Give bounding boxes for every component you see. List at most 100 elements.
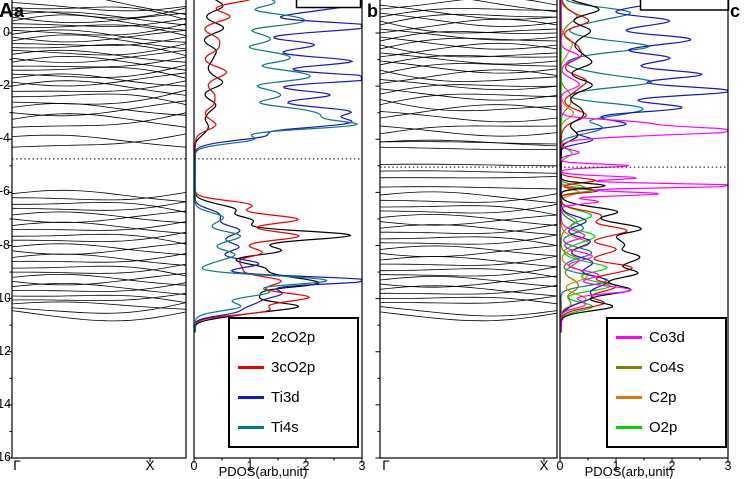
band-line-a bbox=[11, 49, 187, 63]
legend-entry: Co4s bbox=[616, 360, 717, 375]
pdos-x-tick-label-a: 1 bbox=[246, 459, 254, 473]
band-line-a bbox=[11, 29, 187, 43]
band-line-b bbox=[379, 176, 558, 179]
band-line-b bbox=[379, 69, 558, 84]
band-line-a bbox=[11, 242, 187, 255]
band-line-a bbox=[11, 89, 187, 105]
band-line-a bbox=[104, 0, 187, 15]
band-line-a bbox=[11, 113, 187, 128]
band-line-a bbox=[11, 102, 187, 116]
band-line-b bbox=[379, 104, 558, 119]
band-line-a bbox=[12, 201, 187, 213]
band-line-a bbox=[11, 282, 187, 292]
pdos-curve-Ti4s-a bbox=[194, 0, 359, 333]
band-line-a bbox=[11, 12, 187, 24]
pdos-axis-label-a: PDOS(arb,unit) bbox=[218, 464, 308, 479]
band-line-a bbox=[11, 292, 187, 302]
band-line-a bbox=[11, 72, 187, 87]
band-line-b bbox=[379, 63, 558, 75]
panel-label-b: b bbox=[367, 1, 378, 21]
y-tick-label: -6 bbox=[0, 184, 10, 199]
band-line-a bbox=[11, 273, 187, 286]
band-line-a bbox=[12, 265, 187, 277]
band-line-a bbox=[11, 301, 187, 310]
band-line-a bbox=[11, 2, 187, 12]
band-line-b bbox=[379, 20, 558, 34]
band-line-a bbox=[11, 211, 187, 224]
band-line-b bbox=[379, 4, 558, 20]
band-line-b bbox=[379, 245, 558, 258]
band-line-b bbox=[379, 186, 558, 190]
legend-label: 2cO2p bbox=[271, 328, 316, 346]
band-line-b bbox=[380, 295, 558, 304]
kpoint-label-gamma-b: Γ bbox=[382, 458, 390, 473]
legend-line-sample bbox=[238, 426, 264, 430]
panel-label-a: a bbox=[14, 1, 25, 21]
band-line-a bbox=[11, 73, 187, 87]
band-line-b bbox=[380, 0, 558, 13]
band-line-a bbox=[11, 55, 187, 71]
y-tick-label: -8 bbox=[0, 237, 10, 252]
band-line-b bbox=[379, 84, 558, 95]
pdos-x-tick-label-a: 0 bbox=[190, 459, 198, 473]
pdos-curve-Co3d-b bbox=[560, 0, 729, 333]
kpoint-label-x-a: X bbox=[145, 458, 155, 473]
band-line-a bbox=[11, 221, 187, 231]
legend-entry: 2cO2p bbox=[238, 330, 349, 345]
band-line-b bbox=[379, 125, 558, 135]
legend-label: Ti3d bbox=[271, 389, 300, 407]
band-line-a bbox=[12, 253, 187, 263]
band-line-a bbox=[11, 14, 187, 31]
band-line-a bbox=[11, 49, 187, 63]
band-line-b bbox=[379, 0, 558, 10]
band-line-b bbox=[379, 93, 558, 106]
pdos-x-tick-label-a: 3 bbox=[358, 459, 366, 473]
band-line-a bbox=[11, 7, 187, 19]
legend-label: Ti4s bbox=[271, 419, 299, 437]
legend-entry: Ti3d bbox=[238, 390, 349, 405]
band-line-a bbox=[11, 80, 187, 96]
band-line-a bbox=[11, 18, 187, 27]
band-line-b bbox=[379, 311, 558, 322]
band-line-b bbox=[379, 111, 558, 123]
legend-line-sample bbox=[616, 426, 642, 430]
panel-label-c: c bbox=[730, 1, 741, 21]
band-line-b bbox=[380, 268, 558, 278]
band-line-a bbox=[12, 24, 187, 37]
band-line-b bbox=[379, 139, 558, 147]
band-line-a bbox=[12, 263, 187, 274]
legend-label: Co3d bbox=[649, 328, 685, 346]
band-line-b bbox=[379, 146, 558, 151]
band-line-a bbox=[12, 231, 187, 242]
legend-entry: Ti4s bbox=[238, 420, 349, 435]
kpoint-label-x-b: X bbox=[539, 458, 549, 473]
band-line-a bbox=[11, 310, 187, 322]
legend-panel-b: Co3d Co4s C2p O2p bbox=[606, 317, 727, 448]
band-line-b bbox=[379, 236, 558, 246]
top-legend-box-fragment-b bbox=[639, 0, 730, 11]
panel-frame-bandA bbox=[11, 0, 187, 459]
band-line-a bbox=[11, 283, 187, 295]
band-line-a bbox=[11, 11, 187, 26]
legend-entry: O2p bbox=[616, 420, 717, 435]
pdos-curve-2cO2p-a bbox=[194, 0, 352, 333]
band-line-a bbox=[11, 221, 187, 234]
band-line-b bbox=[379, 224, 558, 236]
band-line-b bbox=[379, 214, 558, 226]
y-tick-label: 0 bbox=[3, 25, 10, 39]
y-tick-label: -14 bbox=[0, 396, 10, 411]
band-line-a bbox=[11, 34, 187, 50]
band-line-a bbox=[12, 233, 187, 245]
band-line-a bbox=[11, 294, 187, 303]
band-line-a bbox=[11, 133, 187, 148]
band-line-b bbox=[379, 285, 558, 297]
band-line-a bbox=[11, 112, 187, 128]
band-line-a bbox=[11, 210, 187, 223]
legend-entry: Co3d bbox=[616, 330, 717, 345]
band-line-b bbox=[380, 205, 558, 216]
band-line-b bbox=[380, 255, 558, 266]
y-tick-label: -4 bbox=[0, 131, 10, 146]
pdos-x-tick-label-b: 3 bbox=[724, 459, 732, 473]
top-legend-box-fragment-a bbox=[295, 0, 362, 9]
